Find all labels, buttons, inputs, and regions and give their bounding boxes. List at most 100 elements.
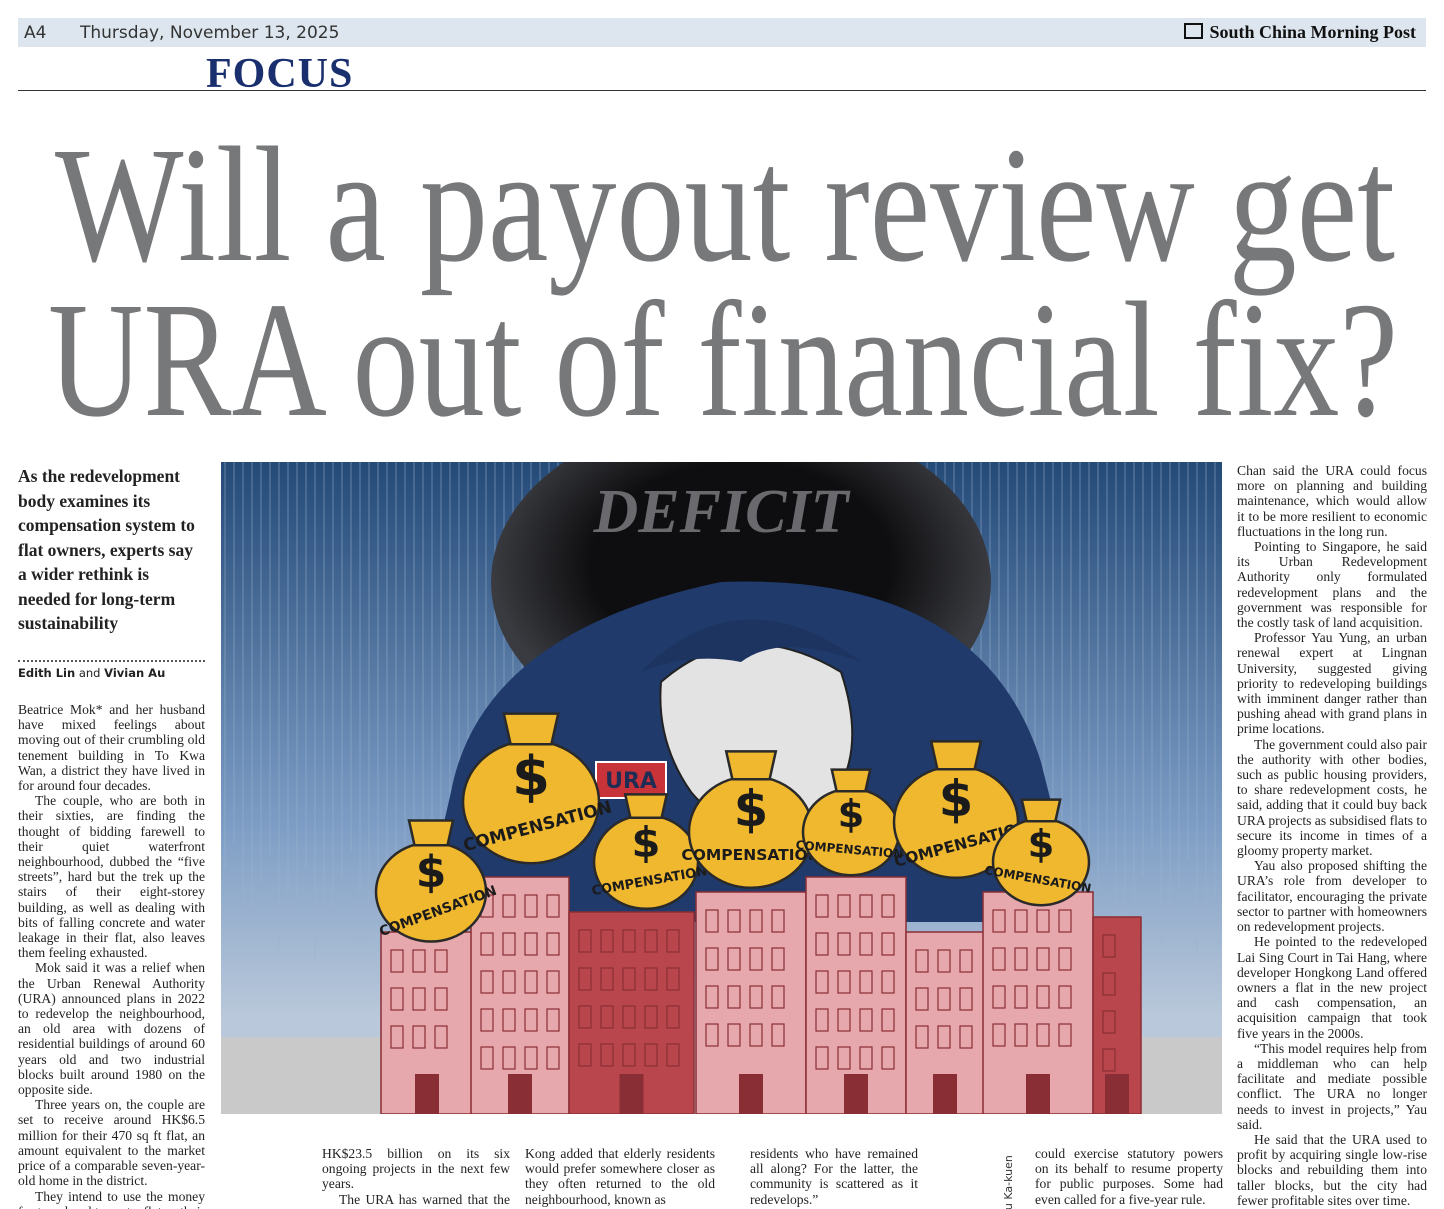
- window: [749, 985, 763, 1009]
- paragraph: He said that the URA used to profit by a…: [1237, 1131, 1427, 1208]
- window: [937, 987, 951, 1011]
- paragraph: Mok said it was a relief when the Urban …: [18, 960, 205, 1098]
- window: [578, 929, 592, 953]
- paragraph: He pointed to the redeveloped Lai Sing C…: [1237, 934, 1427, 1041]
- brand: South China Morning Post: [1184, 22, 1416, 43]
- door: [508, 1074, 532, 1114]
- paragraph: Three years on, the couple are set to re…: [18, 1097, 205, 1189]
- window: [434, 949, 448, 973]
- window: [959, 949, 973, 973]
- window: [815, 1046, 829, 1070]
- bag-label: COMPENSATION: [681, 846, 820, 864]
- paragraph: Yau also proposed shifting the URA’s rol…: [1237, 858, 1427, 935]
- window: [915, 1025, 929, 1049]
- bag-symbol: $: [734, 780, 769, 838]
- door: [1026, 1074, 1050, 1114]
- paragraph: residents who have remained all along? F…: [750, 1146, 918, 1207]
- illustration: DEFICIT URA $COMPENSATION$COMPENSATION $C…: [221, 462, 1222, 1114]
- brand-name: South China Morning Post: [1209, 22, 1416, 42]
- date: Thursday, November 13, 2025: [80, 23, 340, 43]
- bag-neck: [724, 750, 778, 781]
- window: [644, 1005, 658, 1029]
- window: [666, 967, 680, 991]
- badge: [595, 761, 667, 799]
- byline-joiner: and: [78, 666, 101, 680]
- body-column: HK$23.5 billion on its six ongoing proje…: [322, 1146, 510, 1209]
- window: [644, 967, 658, 991]
- window: [937, 1025, 951, 1049]
- window: [837, 1046, 851, 1070]
- window: [524, 1008, 538, 1032]
- bag-neck: [1020, 798, 1062, 823]
- window: [859, 1046, 873, 1070]
- window: [727, 985, 741, 1009]
- window: [937, 949, 951, 973]
- window: [859, 1008, 873, 1032]
- window: [578, 1043, 592, 1067]
- window: [815, 970, 829, 994]
- window: [859, 970, 873, 994]
- paragraph: Kong added that elderly residents would …: [525, 1146, 715, 1207]
- author: Vivian Au: [104, 666, 166, 680]
- headline-line: Will a payout review get: [55, 113, 1395, 296]
- headline-line: URA out of financial fix?: [48, 268, 1398, 430]
- window: [837, 932, 851, 956]
- section-label: FOCUS: [206, 51, 354, 97]
- window: [600, 1005, 614, 1029]
- bag-symbol: $: [512, 745, 550, 808]
- window: [881, 970, 895, 994]
- header-bar: A4 Thursday, November 13, 2025 South Chi…: [18, 18, 1426, 47]
- window: [546, 970, 560, 994]
- window: [749, 1023, 763, 1047]
- paragraph: Pointing to Singapore, he said its Urban…: [1237, 539, 1427, 631]
- window: [1102, 934, 1116, 958]
- paragraph: “To facilitate redevelopment and locate …: [1237, 1208, 1427, 1209]
- window: [434, 1025, 448, 1049]
- door: [415, 1074, 439, 1114]
- body-column: residents who have remained all along? F…: [750, 1146, 918, 1209]
- buildings: [380, 876, 1142, 1114]
- window: [915, 949, 929, 973]
- bag-neck: [929, 740, 983, 771]
- window: [578, 967, 592, 991]
- window: [546, 1008, 560, 1032]
- window: [524, 1046, 538, 1070]
- window: [992, 985, 1006, 1009]
- window: [390, 1025, 404, 1049]
- window: [881, 1008, 895, 1032]
- window: [1014, 947, 1028, 971]
- photo-credit: Lau Ka-kuen: [1002, 1155, 1015, 1209]
- window: [749, 947, 763, 971]
- paragraph: “This model requires help from a middlem…: [1237, 1040, 1427, 1132]
- window: [412, 1025, 426, 1049]
- bag-symbol: $: [939, 770, 974, 828]
- window: [1036, 985, 1050, 1009]
- window: [1058, 985, 1072, 1009]
- window: [1058, 947, 1072, 971]
- window: [434, 987, 448, 1011]
- credit-box: Lau Ka-kuen: [1000, 1148, 1020, 1209]
- paragraph: HK$23.5 billion on its six ongoing proje…: [322, 1146, 510, 1192]
- window: [1014, 909, 1028, 933]
- window: [1102, 1010, 1116, 1034]
- window: [644, 1043, 658, 1067]
- window: [915, 987, 929, 1011]
- window: [771, 985, 785, 1009]
- window: [1014, 985, 1028, 1009]
- window: [1036, 909, 1050, 933]
- window: [771, 909, 785, 933]
- bag-neck: [502, 712, 560, 746]
- window: [578, 1005, 592, 1029]
- body-column: Chan said the URA could focus more on pl…: [1237, 463, 1427, 1209]
- window: [992, 947, 1006, 971]
- hair: [641, 619, 861, 672]
- window: [390, 987, 404, 1011]
- window: [837, 1008, 851, 1032]
- bag-neck: [623, 793, 669, 820]
- window: [992, 909, 1006, 933]
- paragraph: Former URA executive direc-: [750, 1207, 918, 1209]
- body-column: Beatrice Mok* and her husband have mixed…: [18, 702, 205, 1209]
- paragraph: Professor Yau Yung, an urban renewal exp…: [1237, 630, 1427, 737]
- paragraph: could exercise statutory powers on its b…: [1035, 1146, 1223, 1207]
